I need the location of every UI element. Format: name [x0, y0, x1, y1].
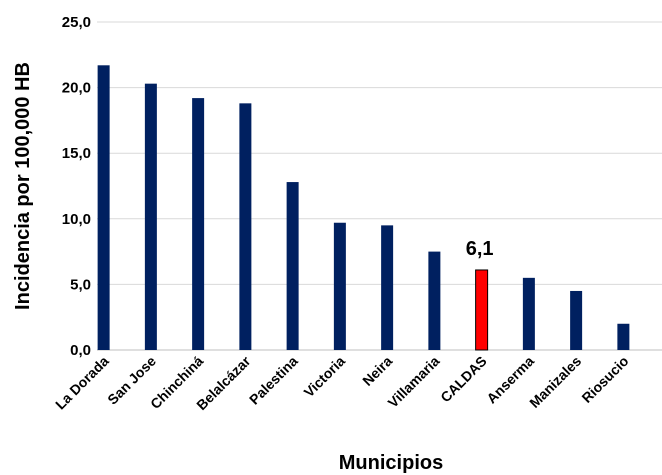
x-tick-label: Neira [359, 353, 395, 389]
bar-san-jose [144, 83, 157, 350]
x-tick-label: Manizales [526, 353, 584, 411]
bars [97, 65, 630, 351]
bar-riosucio [617, 323, 630, 350]
y-tick-label: 20,0 [62, 80, 91, 97]
y-axis-ticks: 0,0 5,0 10,0 15,0 20,0 25,0 [62, 14, 91, 359]
y-axis-label: Incidencia por 100,000 HB [12, 62, 34, 310]
bar-chinchin- [192, 98, 205, 350]
y-tick-label: 15,0 [62, 145, 91, 162]
data-label: 6,1 [466, 238, 494, 260]
bar-belalc-zar [239, 103, 252, 351]
bar-caldas [475, 269, 489, 351]
y-tick-label: 0,0 [70, 342, 91, 359]
bar-anserma [522, 277, 535, 350]
y-tick-label: 5,0 [70, 276, 91, 293]
bar-la-dorada [97, 65, 110, 351]
bar-villamaria [428, 251, 441, 350]
bar-manizales [570, 290, 583, 350]
x-tick-label: Riosucio [578, 353, 631, 406]
bar-neira [381, 225, 394, 350]
x-tick-label: CALDAS [437, 353, 490, 406]
x-tick-label: Palestina [246, 353, 301, 408]
x-tick-label: Victoria [301, 353, 349, 401]
x-axis-label: Municipios [339, 452, 443, 474]
x-tick-label: Villamaria [385, 353, 443, 411]
gridlines [97, 21, 662, 351]
bar-palestina [286, 182, 299, 350]
y-tick-label: 25,0 [62, 14, 91, 31]
y-tick-label: 10,0 [62, 211, 91, 228]
annotations: 6,1 [466, 238, 494, 260]
x-tick-label: La Dorada [52, 353, 112, 413]
bar-victoria [333, 222, 346, 350]
